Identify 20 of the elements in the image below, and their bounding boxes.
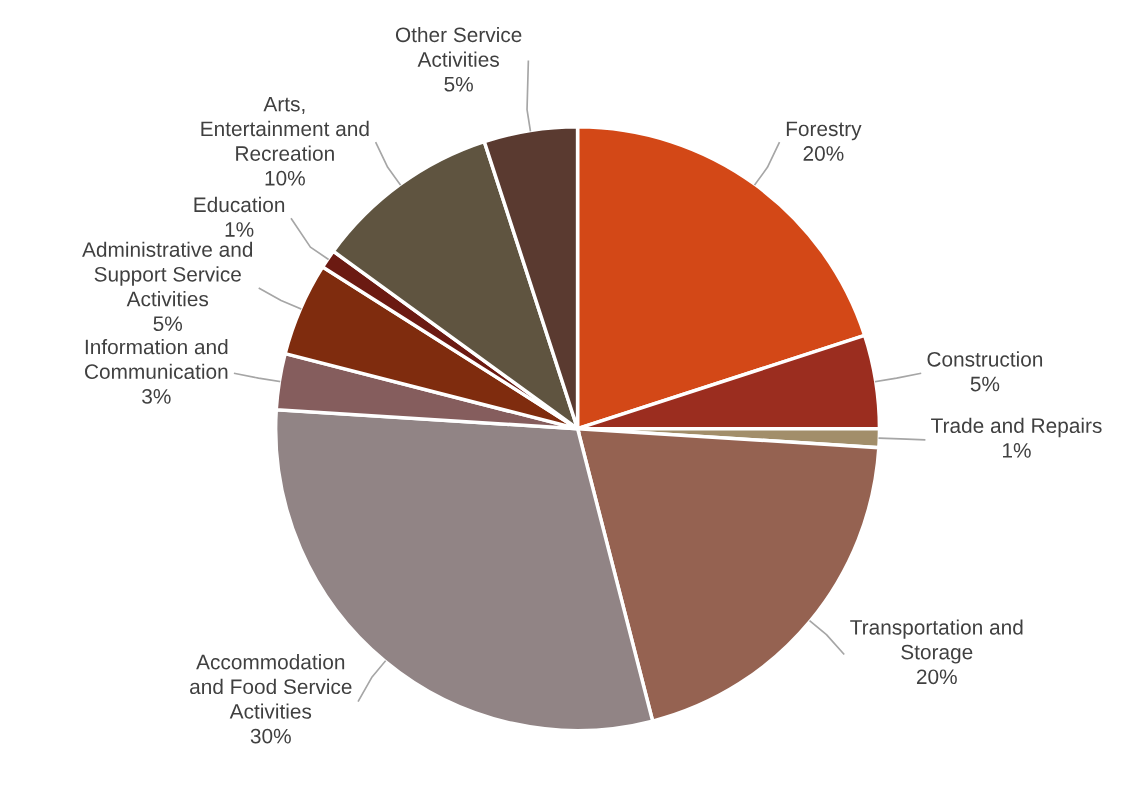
data-label: 10%	[265, 170, 305, 186]
slice-label: Accommodation and Food Service Activities	[190, 654, 352, 719]
data-label: 1%	[225, 222, 254, 237]
data-label: 1%	[1003, 443, 1031, 458]
data-label: 5%	[444, 76, 473, 92]
data-label: 20%	[803, 146, 844, 161]
slice-label: Transportation and Storage	[850, 619, 1023, 664]
slice-label: Construction	[927, 351, 1043, 367]
data-label: 5%	[153, 316, 183, 332]
data-label: 3%	[142, 388, 171, 404]
slice-label: Forestry	[786, 121, 862, 141]
slice-label: Administrative and Support Service Activities	[82, 241, 253, 307]
slice-label: Information and Communication	[85, 339, 228, 380]
data-label: 20%	[916, 669, 957, 685]
slice-label: Other Service Activities	[395, 26, 522, 67]
slice-label: Arts, Entertainment and Recreation	[201, 96, 369, 161]
data-label: 5%	[970, 376, 1000, 392]
slice-label: Trade and Repairs	[931, 417, 1102, 438]
slice-label: Education	[194, 196, 285, 213]
data-label: 30%	[250, 728, 291, 744]
